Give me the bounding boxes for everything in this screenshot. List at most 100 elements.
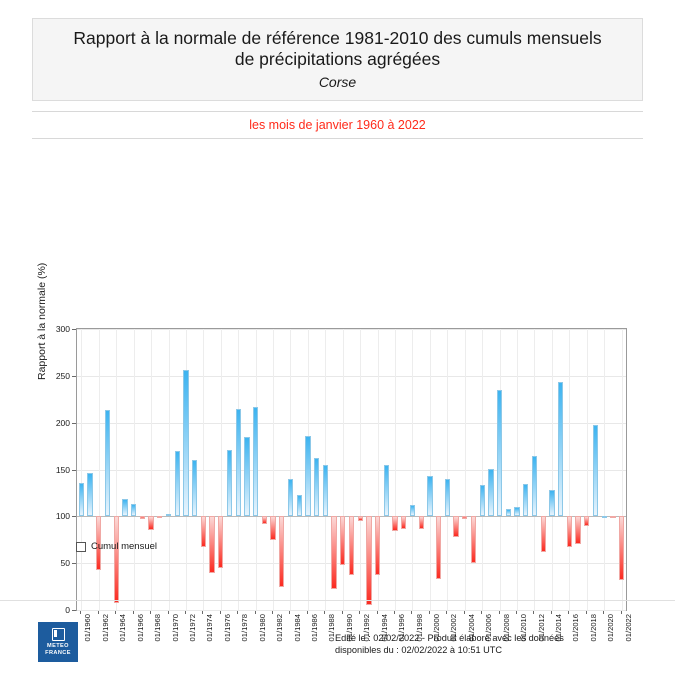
x-tick-mark [359,611,360,614]
x-tick-mark [168,611,169,614]
chart-legend[interactable]: Cumul mensuel [76,541,157,552]
bar [331,516,337,590]
x-tick-mark [411,611,412,614]
y-tick-mark [72,516,76,518]
y-tick-label: 300 [55,324,70,334]
bar [549,490,555,517]
bar [139,516,146,520]
bar [270,516,276,540]
x-tick-label: 01/1964 [118,614,128,642]
bar [435,516,442,580]
x-tick-mark [272,611,273,614]
gridline-vertical [169,329,170,610]
bar [557,382,564,517]
bar [418,516,424,529]
bar [383,464,390,517]
bar [191,460,198,517]
bar [113,516,119,603]
gridline-horizontal [77,329,626,330]
x-tick-label: 01/2016 [571,614,581,642]
x-tick-label: 01/1984 [292,614,302,642]
x-tick-mark [429,611,430,614]
bar [157,516,163,519]
x-axis-ticks: 01/1960 01/1962 01/1964 01/1966 01/1968 01/19… [76,611,633,671]
bar [226,449,233,517]
legend-label: Cumul mensuel [91,541,157,552]
bar [601,516,607,519]
bar [252,406,259,517]
chart-area: Rapport à la normale (%) 0 50 100 150 200 250… [0,150,675,642]
gridline-vertical [81,329,82,610]
x-tick-mark [255,611,256,614]
bar [261,516,268,524]
bar [366,516,372,606]
x-tick-label: 01/1960 [83,614,93,642]
gridline-vertical [273,329,274,610]
x-tick-label: 01/2018 [588,614,598,642]
footer-line-2: disponibles du : 02/02/2022 à 10:51 UTC [335,645,503,655]
bar [148,516,154,531]
y-tick-label: 150 [55,464,70,475]
gridline-vertical [378,329,379,610]
bar [514,506,520,517]
bar [584,516,590,526]
bar [592,425,599,517]
gridline-vertical [430,329,431,610]
gridline-vertical [517,329,518,610]
y-axis-ticks: 0 50 100 150 200 250 300 [0,324,76,615]
x-tick-mark [150,611,151,614]
gridline-vertical [290,329,291,610]
bar [130,504,137,517]
gridline-vertical [116,329,117,610]
bar [279,516,285,587]
logo-text-meteo: METEO [47,642,69,649]
x-tick-label: 01/2022 [623,614,633,642]
gridline-vertical [151,329,152,610]
gridline-horizontal [77,469,626,471]
x-tick-mark [202,611,203,614]
gridline-vertical [221,329,222,610]
bar [305,435,311,517]
gridline-vertical [447,329,448,610]
y-tick-label: 50 [60,558,70,569]
gridline-vertical [587,329,588,610]
x-tick-mark [621,611,622,614]
bar [78,482,85,517]
y-tick-mark [72,329,76,330]
y-tick-mark [72,469,76,471]
x-tick-label: 01/1982 [275,614,285,642]
page-title-line1: Rapport à la normale de référence 1981-2… [73,28,602,48]
gridline-vertical [395,329,396,610]
x-tick-mark [568,611,569,614]
gridline-vertical [552,329,553,610]
gridline-vertical [360,329,361,610]
bar [104,409,111,517]
y-tick-mark [72,610,76,611]
x-tick-label: 01/1986 [309,614,319,642]
footer-divider [0,600,675,601]
bar [618,516,625,581]
x-tick-label: 01/1974 [205,614,215,642]
bar [496,389,503,517]
meteo-france-logo: METEO FRANCE [38,622,78,662]
bar [165,514,172,517]
gridline-vertical [482,329,483,610]
bar [209,516,215,574]
bar [610,516,616,519]
bar [244,436,250,517]
bar [453,516,459,537]
x-tick-label: 01/1972 [187,614,197,642]
bar [392,516,398,532]
x-tick-mark [115,611,116,614]
x-tick-label: 01/1970 [170,614,180,642]
region-subtitle: Corse [318,74,357,90]
bar [313,458,320,517]
bar [200,516,207,548]
x-tick-label: 01/1968 [153,614,163,642]
y-tick-label: 250 [55,370,70,381]
x-tick-mark [237,611,238,614]
x-tick-mark [551,611,552,614]
gridline-vertical [569,329,570,610]
gridline-vertical [99,329,100,610]
